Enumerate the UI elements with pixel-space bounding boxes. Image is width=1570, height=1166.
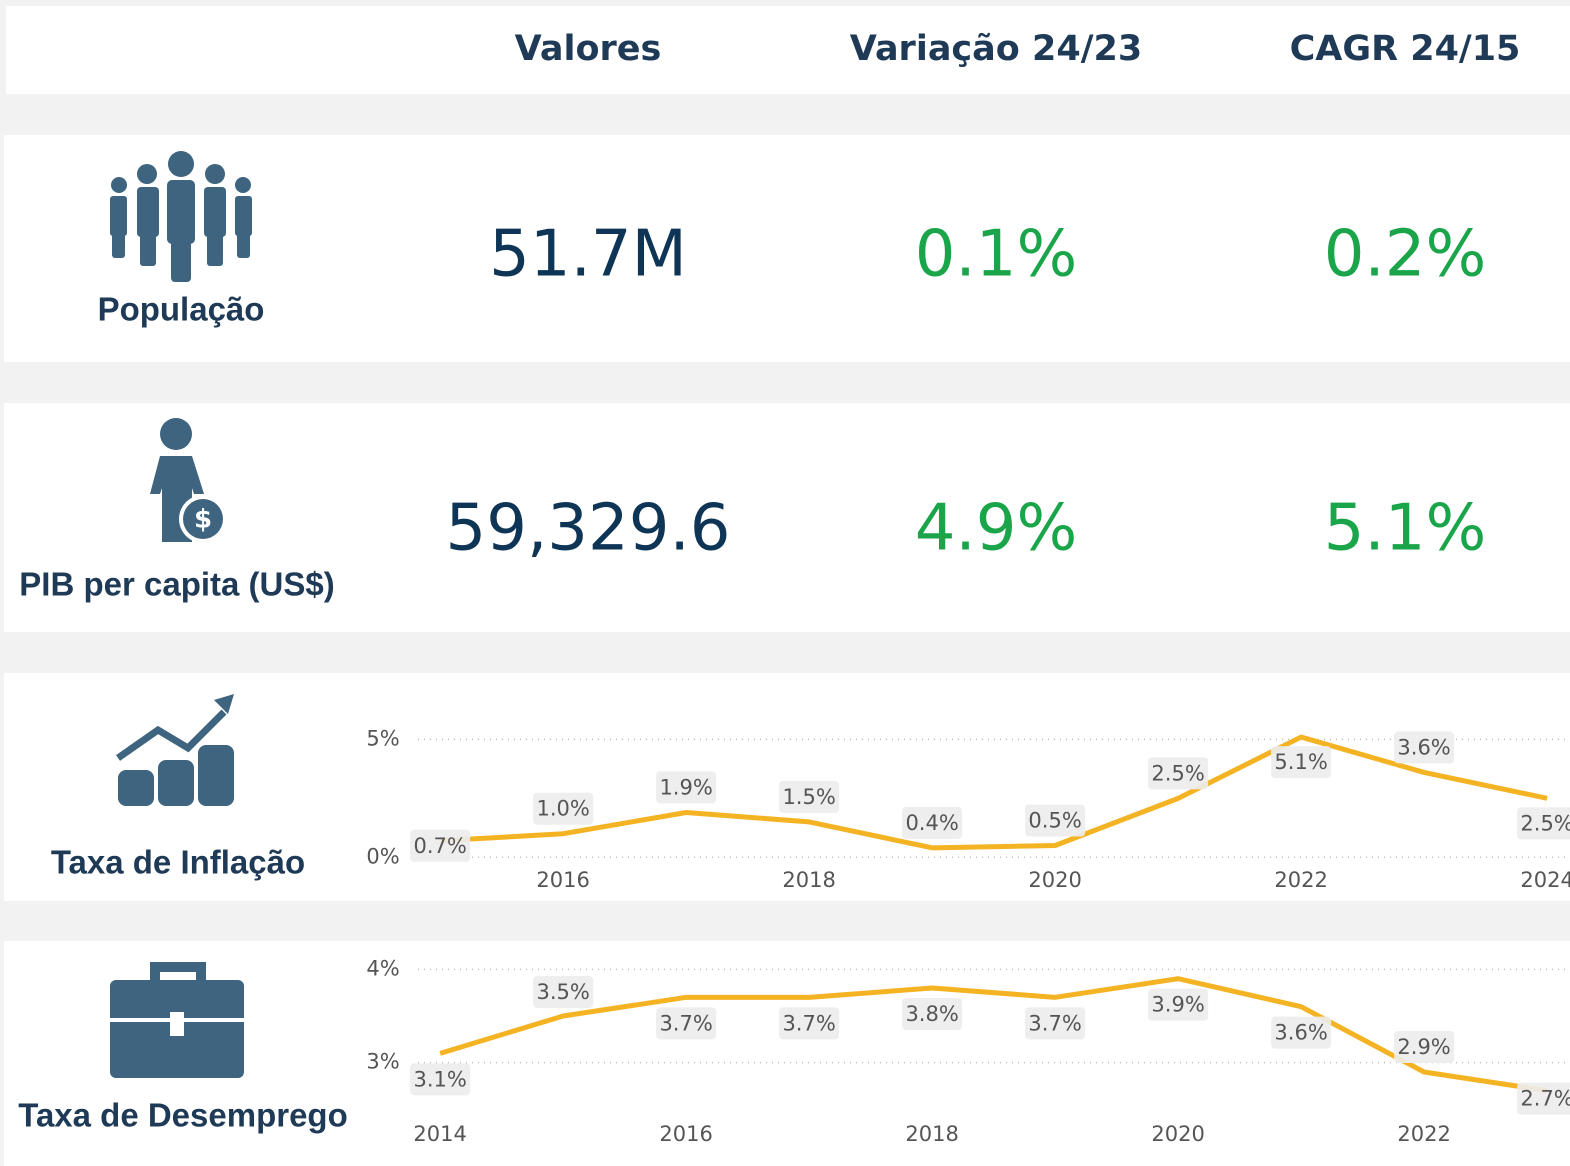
y-tick-label: 0% [366,844,399,868]
x-tick-label: 2024 [1520,868,1570,892]
data-label: 3.8% [905,1002,958,1026]
x-tick-label: 2018 [905,1122,958,1146]
data-label-box [1394,1031,1455,1063]
card [4,403,1570,632]
y-tick-label: 5% [366,726,399,750]
data-label: 1.5% [782,785,835,809]
data-label: 1.0% [536,797,589,821]
card [4,941,1570,1166]
x-tick-label: 2022 [1274,868,1327,892]
data-label-box [779,780,840,813]
x-tick-label: 2018 [782,868,835,892]
data-label: 0.7% [413,834,466,858]
data-label: 3.9% [1151,993,1204,1017]
x-tick-label: 2022 [1397,1122,1450,1146]
data-label-box [1148,988,1209,1021]
y-tick-label: 3% [366,1050,399,1074]
inflation-icon [115,694,234,806]
column-header: Valores [515,29,662,69]
data-label-box [1271,1016,1332,1049]
data-label-box [902,806,963,839]
data-label-box [1271,746,1332,779]
x-tick-label: 2014 [413,1122,466,1146]
y-tick-label: 4% [366,956,399,980]
kpi-value: 4.9% [915,492,1078,566]
kpi-value: 0.1% [915,218,1078,292]
row-label: Taxa de Desemprego [18,1097,348,1134]
data-label-box [656,771,717,804]
data-label: 3.6% [1397,735,1450,759]
column-header: CAGR 24/15 [1290,29,1521,69]
data-label: 0.5% [1028,809,1081,833]
data-label: 2.7% [1520,1087,1570,1111]
data-label-box [1148,757,1209,790]
data-label-box [902,998,963,1030]
data-label: 5.1% [1274,750,1327,774]
column-header: Variação 24/23 [850,29,1142,69]
header-card [6,6,1570,94]
data-label-box [410,829,471,862]
person-coin-icon: $ [150,418,227,543]
kpi-value: 0.2% [1324,218,1487,292]
data-label: 2.9% [1397,1035,1450,1059]
data-label-box [1517,1082,1570,1115]
svg-text:$: $ [194,505,212,535]
x-tick-label: 2016 [536,868,589,892]
data-label-box [410,1063,471,1096]
data-label: 0.4% [905,811,958,835]
data-label: 3.7% [1028,1011,1081,1035]
data-label: 3.7% [782,1011,835,1035]
data-label: 3.1% [413,1067,466,1091]
kpi-value: 5.1% [1324,492,1487,566]
data-label-box [533,792,594,825]
people-icon [110,151,252,282]
data-label-box [1025,804,1086,837]
x-tick-label: 2016 [659,1122,712,1146]
kpi-value: 59,329.6 [446,492,731,566]
data-label: 2.5% [1151,761,1204,785]
data-label-box [1025,1007,1086,1040]
x-tick-label: 2020 [1028,868,1081,892]
x-tick-label: 2020 [1151,1122,1204,1146]
line [439,976,1548,1094]
kpi-label: População [98,291,265,328]
data-label: 3.7% [659,1011,712,1035]
data-label: 3.6% [1274,1021,1327,1045]
data-label: 2.5% [1520,811,1570,835]
kpi-label: PIB per capita (US$) [19,566,334,603]
data-label-box [533,976,594,1008]
card [4,135,1570,362]
briefcase-icon [110,962,244,1078]
data-label-box [656,1007,717,1040]
data-label: 1.9% [659,776,712,800]
data-label-box [1517,807,1570,840]
row-label: Taxa de Inflação [51,844,305,881]
kpi-value: 51.7M [489,218,687,292]
data-label-box [779,1007,840,1040]
data-label-box [1394,731,1455,764]
data-label: 3.5% [536,980,589,1004]
line [439,734,1548,851]
